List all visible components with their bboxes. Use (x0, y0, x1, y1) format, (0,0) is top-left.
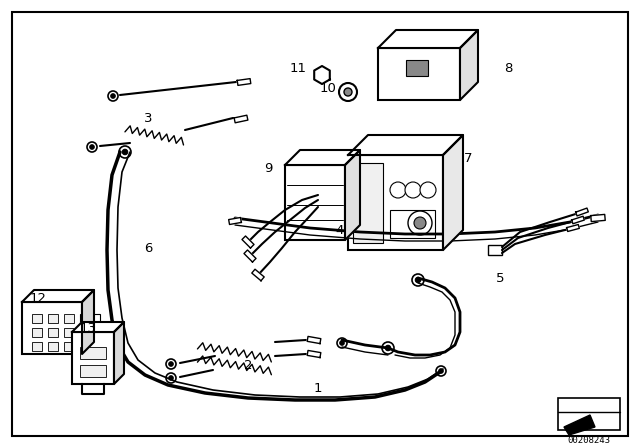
Text: 12: 12 (29, 292, 47, 305)
Polygon shape (237, 78, 251, 86)
Bar (48, 328, 58, 337)
Text: 6: 6 (144, 241, 152, 254)
Bar (80, 314, 100, 326)
Bar (80, 347, 106, 359)
Polygon shape (307, 336, 321, 344)
Circle shape (111, 94, 115, 98)
Polygon shape (72, 322, 124, 332)
Text: 1: 1 (314, 382, 323, 395)
Circle shape (108, 91, 118, 101)
Text: 2: 2 (244, 358, 252, 371)
Bar (348, 155, 443, 250)
Bar (48, 342, 58, 351)
Text: 4: 4 (336, 224, 344, 237)
Polygon shape (228, 217, 241, 224)
Polygon shape (244, 250, 256, 262)
Bar (48, 314, 58, 323)
Polygon shape (378, 30, 478, 48)
Circle shape (169, 362, 173, 366)
Polygon shape (285, 150, 360, 165)
Bar (64, 328, 74, 337)
Circle shape (420, 182, 436, 198)
Circle shape (339, 83, 357, 101)
Circle shape (412, 274, 424, 286)
Bar (64, 314, 74, 323)
Text: 5: 5 (496, 271, 504, 284)
Bar (32, 328, 42, 337)
Polygon shape (564, 415, 595, 435)
Circle shape (166, 359, 176, 369)
Polygon shape (242, 236, 254, 248)
Circle shape (385, 345, 390, 351)
Bar (558, 398, 620, 430)
Text: 11: 11 (289, 61, 307, 74)
Polygon shape (82, 290, 94, 354)
Circle shape (119, 146, 131, 158)
Bar (488, 245, 502, 255)
Polygon shape (348, 135, 463, 155)
Text: 7: 7 (464, 151, 472, 164)
Polygon shape (314, 66, 330, 84)
Text: 8: 8 (504, 61, 512, 74)
Circle shape (319, 72, 326, 78)
Polygon shape (22, 290, 94, 302)
Polygon shape (345, 150, 360, 240)
Circle shape (90, 145, 94, 149)
Circle shape (415, 277, 420, 283)
Bar (406, 60, 428, 76)
Circle shape (122, 149, 128, 155)
Text: 9: 9 (264, 161, 272, 175)
Bar (353, 163, 383, 243)
Circle shape (340, 341, 344, 345)
Polygon shape (114, 322, 124, 384)
Bar (22, 302, 82, 354)
Circle shape (337, 338, 347, 348)
Circle shape (87, 142, 97, 152)
Bar (378, 48, 460, 100)
Bar (64, 342, 74, 351)
Polygon shape (252, 269, 264, 281)
Circle shape (439, 369, 444, 373)
Text: 00208243: 00208243 (568, 435, 611, 444)
Polygon shape (566, 224, 579, 232)
Polygon shape (591, 215, 605, 222)
Bar (285, 165, 345, 240)
Bar (390, 210, 435, 238)
Circle shape (414, 217, 426, 229)
Circle shape (390, 182, 406, 198)
Text: 13: 13 (79, 322, 97, 335)
Circle shape (405, 182, 421, 198)
Bar (32, 314, 42, 323)
Bar (72, 332, 114, 384)
Polygon shape (460, 30, 478, 100)
Circle shape (169, 376, 173, 380)
Bar (80, 365, 106, 377)
Circle shape (344, 88, 352, 96)
Bar (32, 342, 42, 351)
Text: 10: 10 (319, 82, 337, 95)
Polygon shape (575, 208, 588, 216)
Circle shape (382, 342, 394, 354)
Circle shape (436, 366, 446, 376)
Text: 3: 3 (144, 112, 152, 125)
Circle shape (408, 211, 432, 235)
Polygon shape (572, 216, 584, 224)
Circle shape (166, 373, 176, 383)
Polygon shape (443, 135, 463, 250)
Polygon shape (307, 350, 321, 358)
Polygon shape (234, 115, 248, 123)
